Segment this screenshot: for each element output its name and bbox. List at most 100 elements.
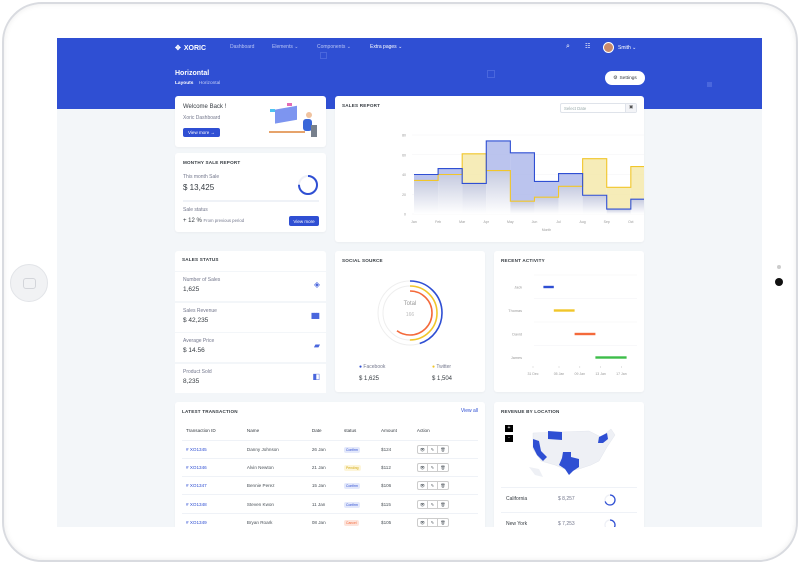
social-source-card: SOCIAL SOURCE Total 166 ● Facebook ● Twi… [335,251,485,392]
user-menu[interactable]: Smith ⌄ [618,45,637,51]
delete-icon[interactable]: 🗑 [440,464,446,470]
status-cell: Confirm [340,494,378,514]
calendar-icon[interactable]: ▣ [625,104,636,112]
card-header [175,251,326,271]
base-area [414,180,439,214]
base-area [558,186,583,214]
customer-name: Bennie Perez [242,476,308,496]
diff-area [438,168,463,175]
delete-icon[interactable]: 🗑 [440,519,446,525]
base-area [606,209,631,214]
brand-logo[interactable]: ✥ XORIC [175,44,206,53]
sliders-icon[interactable]: ☷ [585,44,591,50]
activity-bar [574,332,596,336]
table-row: # XO1348 Steven Kwon 11 Jan Confirm $115 👁 ✎ 🗑 [182,494,478,514]
base-area [630,199,644,214]
base-area [462,183,487,214]
column-header: Date [307,422,341,441]
view-icon[interactable]: 👁 [418,500,428,508]
view-icon[interactable]: 👁 [418,482,428,490]
facebook-value: $ 1,625 [359,376,380,382]
twitter-value: $ 1,504 [432,376,453,382]
location-row: New York $ 7,253 [501,512,637,527]
transaction-id-link[interactable]: # XO1345 [182,440,243,459]
status-value: 1,625 [183,286,200,293]
action-cell: 👁 ✎ 🗑 [412,476,478,496]
y-tick-label: 40 [402,173,406,177]
delete-icon[interactable]: 🗑 [440,446,446,452]
x-tick-label: 09 Jan [575,372,586,376]
transaction-id-link[interactable]: # XO1347 [182,476,243,496]
user-name: Smith [618,45,631,51]
view-icon[interactable]: 👁 [418,518,428,526]
sales-step-chart: 020406080JanFebMarAprMayJunJulAugSepOctN… [402,134,644,232]
legend-label: Twitter [436,364,452,370]
amount: $115 [377,494,413,514]
delete-icon[interactable]: 🗑 [440,483,446,489]
breadcrumb-current: Horizontal [198,81,221,86]
diff-area [534,181,559,198]
base-area [510,201,535,214]
date-picker[interactable]: Select Date ▣ [560,103,637,113]
settings-label: Settings [619,75,637,81]
transaction-id-link[interactable]: # XO1348 [182,494,243,514]
status-item: Average Price $ 14.56 ▰ [175,333,326,362]
divider [183,200,319,202]
welcome-subtitle: Xoric Dashboard [183,115,221,121]
status-badge: Confirm [344,446,360,453]
view-more-button[interactable]: View more → [183,128,220,137]
location-row: California $ 8,257 [501,487,637,511]
diff-area [582,158,607,196]
table-row: # XO1349 Bryan Roark 08 Jan Cancel $105 👁 ✎ 🗑 [182,513,478,527]
search-icon[interactable]: ⌕ [566,43,570,50]
breadcrumb-layouts[interactable]: Layouts [175,81,194,86]
legend-label: Facebook [363,364,386,370]
screen: ✥ XORIC Dashboard Elements ⌄ Components ⌄… [57,38,762,527]
transaction-id-link[interactable]: # XO1346 [182,458,243,478]
status-label: Sales Revenue [183,307,217,314]
home-button[interactable] [10,264,48,302]
map-new-york [598,433,608,443]
settings-button[interactable]: ⚙ Settings [605,71,645,85]
view-icon[interactable]: 👁 [418,445,428,453]
ticket-icon: ▰ [313,341,320,350]
nav-dashboard[interactable]: Dashboard [230,44,255,50]
edit-icon[interactable]: ✎ [428,500,438,508]
revenue-by-location-card: REVENUE BY LOCATION + - California $ 8,25… [494,402,644,527]
status-value: 8,235 [183,377,200,385]
edit-icon[interactable]: ✎ [428,463,438,471]
transaction-id-link[interactable]: # XO1349 [182,513,243,527]
us-map[interactable] [529,425,619,479]
map-zoom-in-button[interactable]: + [505,425,513,432]
x-tick-label: 17 Jan [616,372,627,376]
total-label: Total [403,301,417,307]
diff-area [630,166,644,200]
edit-icon[interactable]: ✎ [428,482,438,490]
nav-elements[interactable]: Elements ⌄ [272,44,299,50]
map-zoom-out-button[interactable]: - [505,435,513,442]
this-month-value: $ 13,425 [183,183,215,192]
activity-name: James [511,356,522,360]
status-value: $ 14.56 [183,347,205,354]
x-tick-label: Apr [484,220,490,224]
column-header: Transaction ID [182,422,243,441]
edit-icon[interactable]: ✎ [428,518,438,526]
view-more-button-2[interactable]: View more [289,216,319,226]
view-icon[interactable]: 👁 [418,463,428,471]
nav-extra-pages[interactable]: Extra pages ⌄ [370,44,403,50]
change-note: From previous period [203,218,245,223]
social-donut-chart [377,280,443,346]
delete-icon[interactable]: 🗑 [440,501,446,507]
nav-components[interactable]: Components ⌄ [317,44,351,50]
amount: $124 [377,440,413,459]
logo-icon: ✥ [175,45,181,52]
avatar[interactable] [603,42,614,53]
diff-area [486,140,511,171]
edit-icon[interactable]: ✎ [428,445,438,453]
base-area [438,174,463,214]
status-item: Number of Sales 1,625 ◈ [175,272,326,301]
nav-label: Extra pages [370,44,397,50]
base-area [534,197,559,214]
amount: $105 [377,513,413,527]
view-all-link[interactable]: View all [460,408,478,414]
